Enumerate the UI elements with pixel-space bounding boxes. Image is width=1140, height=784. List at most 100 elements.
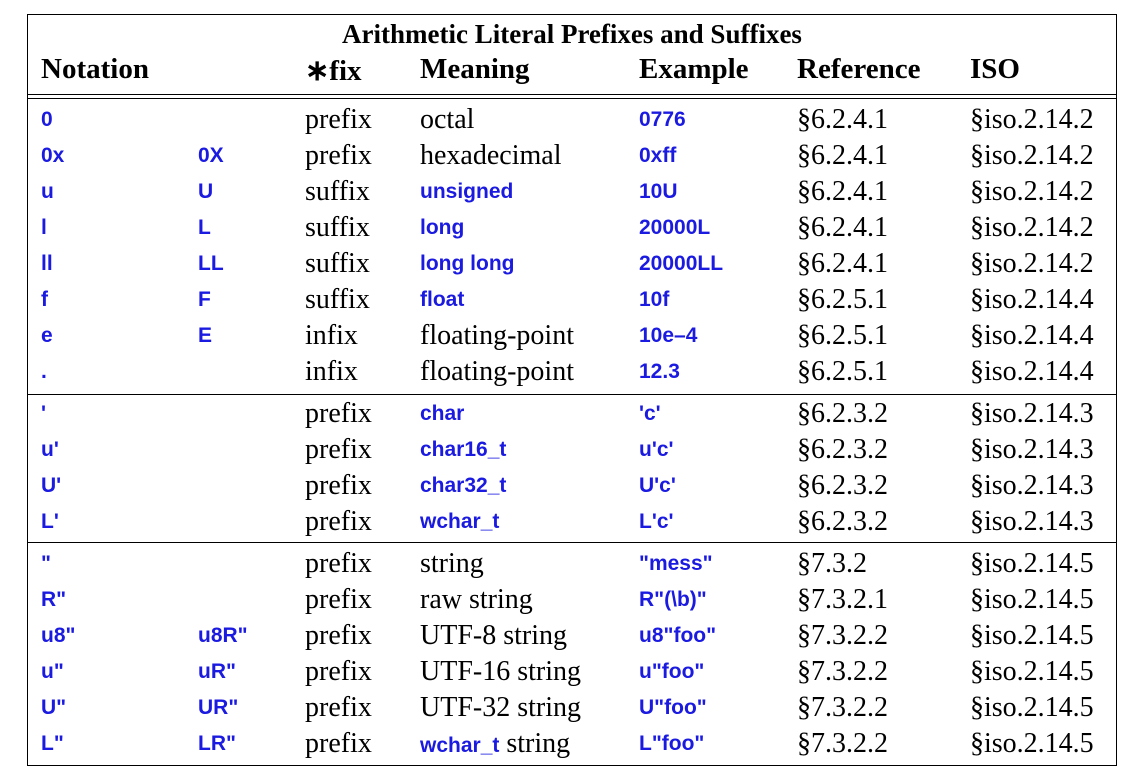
notation-alt-cell: UR": [198, 696, 239, 719]
notation-cell: ": [41, 552, 51, 575]
meaning-cell: raw string: [420, 582, 533, 618]
notation-cell: l: [41, 216, 47, 239]
iso-cell: §iso.2.14.5: [970, 548, 1094, 579]
reference-cell: §7.3.2.2: [797, 692, 888, 723]
meaning-suffix: string: [499, 728, 571, 759]
notation-cell: f: [41, 288, 48, 311]
example-cell: 0776: [639, 108, 686, 131]
fix-cell: suffix: [305, 284, 370, 315]
example-cell: U"foo": [639, 696, 707, 719]
notation-cell: u8": [41, 624, 76, 647]
meaning-cell: unsigned: [420, 174, 513, 210]
table-row: ll LL suffix long long 20000LL §6.2.4.1 §iso.2…: [28, 246, 1116, 282]
notation-alt-cell: uR": [198, 660, 236, 683]
fix-cell: prefix: [305, 398, 372, 429]
meaning-cell: UTF-8 string: [420, 618, 567, 654]
reference-cell: §6.2.4.1: [797, 140, 888, 171]
meaning-cell: floating-point: [420, 318, 574, 354]
iso-cell: §iso.2.14.4: [970, 320, 1094, 351]
notation-cell: L': [41, 510, 59, 533]
meaning-text: raw string: [420, 584, 533, 615]
literal-table: Arithmetic Literal Prefixes and Suffixes…: [27, 14, 1117, 766]
example-cell: u'c': [639, 438, 674, 461]
notation-alt-cell: LR": [198, 732, 236, 755]
meaning-cell: wchar_t string: [420, 726, 570, 762]
header-meaning: Meaning: [420, 53, 530, 85]
notation-alt-cell: u8R": [198, 624, 248, 647]
header-rule-bottom: [28, 98, 1116, 99]
example-cell: u"foo": [639, 660, 705, 683]
example-cell: 10U: [639, 180, 678, 203]
meaning-text: char16_t: [420, 438, 507, 461]
table-title: Arithmetic Literal Prefixes and Suffixes: [342, 19, 802, 49]
iso-cell: §iso.2.14.3: [970, 398, 1094, 429]
header-rule-top: [28, 94, 1116, 95]
reference-cell: §6.2.5.1: [797, 320, 888, 351]
notation-cell: .: [41, 360, 47, 383]
reference-cell: §6.2.5.1: [797, 284, 888, 315]
example-cell: 20000L: [639, 216, 711, 239]
iso-cell: §iso.2.14.2: [970, 212, 1094, 243]
fix-cell: prefix: [305, 584, 372, 615]
reference-cell: §6.2.4.1: [797, 248, 888, 279]
meaning-cell: wchar_t: [420, 504, 499, 540]
fix-cell: prefix: [305, 506, 372, 537]
notation-cell: ll: [41, 252, 53, 275]
fix-cell: infix: [305, 320, 358, 351]
fix-cell: suffix: [305, 248, 370, 279]
meaning-cell: char16_t: [420, 432, 506, 468]
table-row: . infix floating-point 12.3 §6.2.5.1 §iso.2.1…: [28, 354, 1116, 390]
iso-cell: §iso.2.14.5: [970, 584, 1094, 615]
notation-cell: U": [41, 696, 67, 719]
meaning-text: wchar_t: [420, 734, 500, 757]
iso-cell: §iso.2.14.3: [970, 434, 1094, 465]
fix-cell: prefix: [305, 434, 372, 465]
reference-cell: §6.2.3.2: [797, 506, 888, 537]
meaning-cell: char: [420, 396, 464, 432]
iso-cell: §iso.2.14.3: [970, 470, 1094, 501]
reference-cell: §7.3.2.1: [797, 584, 888, 615]
iso-cell: §iso.2.14.2: [970, 176, 1094, 207]
table-row: u8" u8R" prefix UTF-8 string u8"foo" §7.3.2.2…: [28, 618, 1116, 654]
iso-cell: §iso.2.14.5: [970, 692, 1094, 723]
reference-cell: §6.2.3.2: [797, 398, 888, 429]
reference-cell: §7.3.2.2: [797, 620, 888, 651]
iso-cell: §iso.2.14.5: [970, 620, 1094, 651]
notation-alt-cell: LL: [198, 252, 224, 275]
meaning-cell: UTF-16 string: [420, 654, 581, 690]
example-cell: 12.3: [639, 360, 680, 383]
fix-cell: prefix: [305, 140, 372, 171]
reference-cell: §7.3.2.2: [797, 728, 888, 759]
fix-cell: prefix: [305, 104, 372, 135]
notation-cell: 0: [41, 108, 53, 131]
fix-cell: prefix: [305, 728, 372, 759]
example-cell: L'c': [639, 510, 674, 533]
iso-cell: §iso.2.14.2: [970, 248, 1094, 279]
example-cell: U'c': [639, 474, 676, 497]
meaning-text: UTF-8 string: [420, 620, 567, 651]
fix-cell: prefix: [305, 470, 372, 501]
table-row: 0x 0X prefix hexadecimal 0xff §6.2.4.1 §iso.2.…: [28, 138, 1116, 174]
meaning-cell: UTF-32 string: [420, 690, 581, 726]
table-row: L" LR" prefix wchar_t string L"foo" §7.3.2.2 §…: [28, 726, 1116, 762]
table-row: U' prefix char32_t U'c' §6.2.3.2 §iso.2.14.3: [28, 468, 1116, 504]
example-cell: R"(\b)": [639, 588, 707, 611]
meaning-cell: float: [420, 282, 464, 318]
meaning-text: float: [420, 288, 465, 311]
header-fix: ∗fix: [305, 55, 362, 87]
example-cell: 'c': [639, 402, 661, 425]
meaning-cell: hexadecimal: [420, 138, 561, 174]
reference-cell: §7.3.2.2: [797, 656, 888, 687]
example-cell: 20000LL: [639, 252, 724, 275]
iso-cell: §iso.2.14.3: [970, 506, 1094, 537]
notation-cell: ': [41, 402, 46, 425]
reference-cell: §6.2.4.1: [797, 104, 888, 135]
table-row: " prefix string "mess" §7.3.2 §iso.2.14.5: [28, 546, 1116, 582]
fix-cell: suffix: [305, 176, 370, 207]
meaning-text: string: [420, 548, 484, 579]
iso-cell: §iso.2.14.2: [970, 140, 1094, 171]
meaning-cell: long long: [420, 246, 514, 282]
